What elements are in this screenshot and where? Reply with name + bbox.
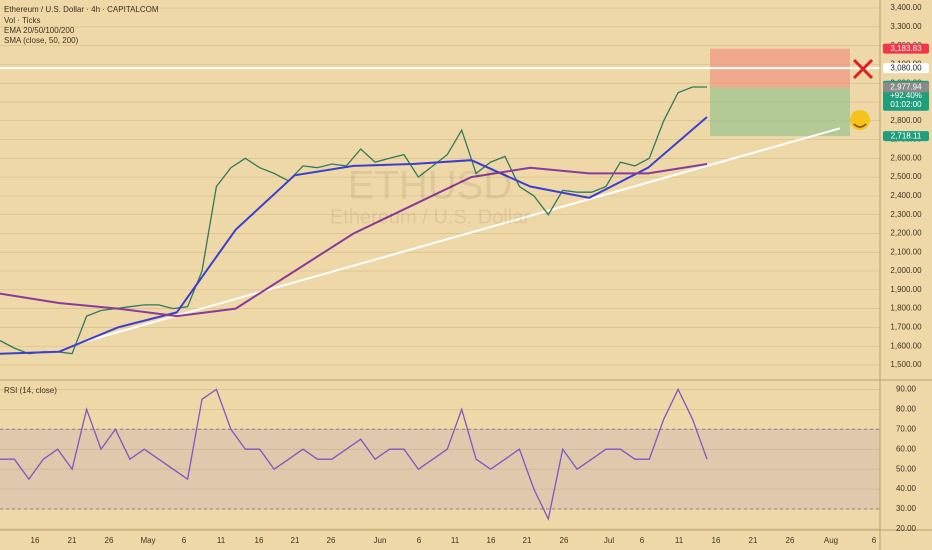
price-tag bbox=[883, 131, 929, 142]
x-tick-label: 6 bbox=[182, 536, 187, 545]
x-tick-label: May bbox=[140, 536, 155, 545]
series-line bbox=[0, 116, 708, 355]
y-tick-label: 1,500.00 bbox=[890, 360, 922, 369]
x-tick-label: 16 bbox=[255, 536, 264, 545]
price-tag-label: 2,977.94 bbox=[890, 82, 922, 91]
y-tick-label: 1,700.00 bbox=[890, 323, 922, 332]
y-tick-label: 2,300.00 bbox=[890, 210, 922, 219]
x-tick-label: 16 bbox=[712, 536, 721, 545]
x-tick-label: 6 bbox=[417, 536, 422, 545]
y-tick-label: 1,800.00 bbox=[890, 304, 922, 313]
x-tick-label: 26 bbox=[327, 536, 336, 545]
y-tick-label: 40.00 bbox=[896, 484, 917, 493]
trendline bbox=[74, 127, 841, 346]
y-tick-label: 3,300.00 bbox=[890, 22, 922, 31]
y-tick-label: 1,600.00 bbox=[890, 341, 922, 350]
y-tick-label: 1,900.00 bbox=[890, 285, 922, 294]
price-tag bbox=[883, 63, 929, 74]
y-tick-label: 2,800.00 bbox=[890, 116, 922, 125]
x-tick-label: 21 bbox=[291, 536, 300, 545]
x-tick-label: 6 bbox=[872, 536, 877, 545]
x-tick-label: 21 bbox=[749, 536, 758, 545]
price-tag-label: 2,718.11 bbox=[891, 131, 922, 140]
emoji-icon bbox=[850, 110, 870, 130]
y-tick-label: 50.00 bbox=[896, 464, 917, 473]
y-tick-label: 70.00 bbox=[896, 424, 917, 433]
price-tag bbox=[883, 43, 929, 54]
x-tick-label: 26 bbox=[105, 536, 114, 545]
y-tick-label: 2,600.00 bbox=[890, 153, 922, 162]
x-tick-label: 6 bbox=[640, 536, 645, 545]
price-tag bbox=[883, 82, 929, 93]
x-tick-label: 11 bbox=[675, 536, 684, 545]
series-line bbox=[0, 163, 708, 318]
last-price-change: +92.40% bbox=[890, 91, 922, 100]
y-tick-label: 80.00 bbox=[896, 404, 917, 413]
price-tag-label: 3,080.00 bbox=[890, 63, 922, 72]
countdown: 01:02:00 bbox=[890, 100, 922, 109]
y-tick-label: 30.00 bbox=[896, 504, 917, 513]
indicator: Vol · Ticks bbox=[4, 16, 40, 25]
indicator: EMA 20/50/100/200 bbox=[4, 26, 75, 35]
y-tick-label: 2,200.00 bbox=[890, 229, 922, 238]
chart-title: Ethereum / U.S. Dollar · 4h · CAPITALCOM bbox=[4, 5, 159, 14]
x-tick-label: Aug bbox=[824, 536, 838, 545]
rsi-title: RSI (14, close) bbox=[4, 386, 57, 395]
x-tick-label: 16 bbox=[487, 536, 496, 545]
indicator: SMA (close, 50, 200) bbox=[4, 36, 79, 45]
x-tick-label: 26 bbox=[786, 536, 795, 545]
plot-layer bbox=[0, 7, 880, 530]
y-tick-label: 2,400.00 bbox=[890, 191, 922, 200]
y-tick-label: 60.00 bbox=[896, 444, 917, 453]
watermark-subtitle: Ethereum / U.S. Dollar bbox=[330, 206, 530, 228]
y-tick-label: 20.00 bbox=[896, 524, 917, 533]
x-tick-label: 11 bbox=[217, 536, 226, 545]
y-tick-label: 3,400.00 bbox=[890, 3, 922, 12]
x-tick-label: 21 bbox=[523, 536, 532, 545]
y-tick-label: 2,100.00 bbox=[890, 247, 922, 256]
y-tick-label: 90.00 bbox=[896, 384, 917, 393]
x-tick-label: 26 bbox=[560, 536, 569, 545]
close-icon bbox=[852, 58, 874, 80]
x-tick-label: Jul bbox=[604, 536, 614, 545]
y-tick-label: 2,000.00 bbox=[890, 266, 922, 275]
price-tag-label: 3,183.83 bbox=[890, 44, 922, 53]
watermark: ETHUSD bbox=[348, 164, 512, 208]
rsi-band-fill bbox=[0, 429, 880, 510]
x-tick-label: 21 bbox=[68, 536, 77, 545]
x-tick-label: 11 bbox=[451, 536, 460, 545]
target-zone bbox=[710, 87, 850, 137]
series-line bbox=[0, 387, 708, 522]
y-tick-label: 2,500.00 bbox=[890, 172, 922, 181]
x-tick-label: Jun bbox=[374, 536, 387, 545]
x-tick-label: 16 bbox=[31, 536, 40, 545]
